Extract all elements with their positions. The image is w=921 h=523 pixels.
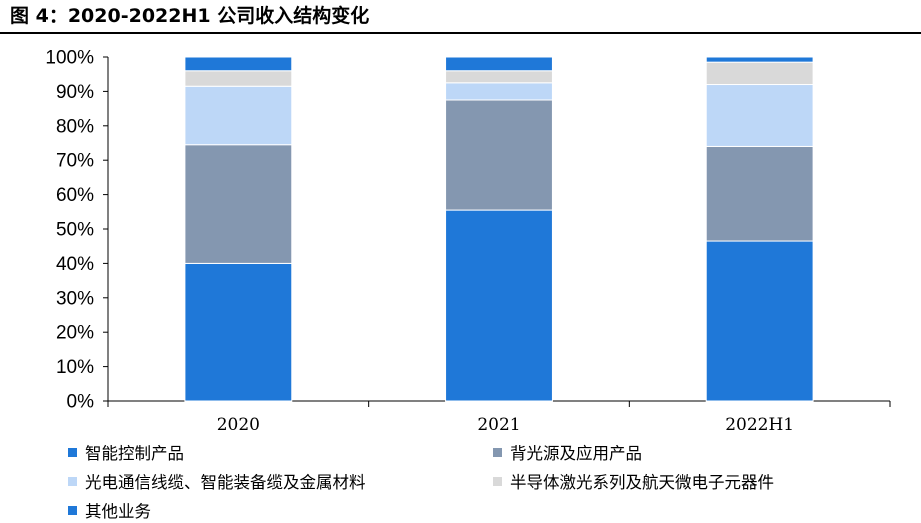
y-tick-label: 50% <box>56 220 94 241</box>
y-tick-label: 80% <box>56 116 94 137</box>
bar-segment-series-0-cat-2 <box>705 240 814 402</box>
chart-title: 图 4：2020-2022H1 公司收入结构变化 <box>10 5 370 27</box>
bar-segment-series-3-cat-0 <box>184 70 293 87</box>
y-tick-label: 0% <box>67 392 95 413</box>
legend-item-smart-control: 智能控制产品 <box>68 440 184 464</box>
y-tick-label: 70% <box>56 151 94 172</box>
bar-segment-series-1-cat-2 <box>705 145 814 242</box>
figure-header: 图 4：2020-2022H1 公司收入结构变化 <box>0 0 921 34</box>
bar-segment-series-1-cat-1 <box>445 99 553 211</box>
bar-segment-series-4-cat-1 <box>445 56 553 72</box>
bar-segment-series-2-cat-0 <box>184 85 293 146</box>
legend-item-other-business: 其他业务 <box>68 498 151 522</box>
legend-item-semiconductor-laser: 半导体激光系列及航天微电子元器件 <box>493 469 774 493</box>
bar-segment-series-3-cat-2 <box>705 61 814 86</box>
y-tick-label: 30% <box>56 288 94 309</box>
bar-segment-series-4-cat-2 <box>705 56 814 63</box>
legend-swatch-optical-cable <box>68 476 77 486</box>
legend-item-optical-cable: 光电通信线缆、智能装备缆及金属材料 <box>68 469 366 493</box>
bar-segment-series-2-cat-2 <box>705 84 814 147</box>
y-tick-label: 10% <box>56 357 94 378</box>
x-tick-label: 2022H1 <box>725 415 794 435</box>
stacked-bar-chart: 0% 10% 20% 30% 40% 50% 60% 70% 80% 90% 100% 2020 202… <box>45 48 891 435</box>
legend-item-backlight: 背光源及应用产品 <box>493 440 642 464</box>
title-underline <box>0 32 921 34</box>
legend-label-smart-control: 智能控制产品 <box>85 444 184 463</box>
legend-label-semiconductor-laser: 半导体激光系列及航天微电子元器件 <box>510 473 774 492</box>
y-tick-label: 40% <box>56 254 94 275</box>
bar-segment-series-0-cat-1 <box>445 209 553 402</box>
legend-label-other-business: 其他业务 <box>85 502 151 521</box>
y-tick-label: 90% <box>56 82 94 103</box>
y-tick-label: 20% <box>56 323 94 344</box>
legend-swatch-backlight <box>493 447 502 457</box>
y-tick-label: 60% <box>56 185 94 206</box>
legend-swatch-other-business <box>68 505 77 515</box>
bar-segment-series-0-cat-0 <box>184 262 293 402</box>
x-tick-label: 2020 <box>217 415 260 435</box>
legend-label-optical-cable: 光电通信线缆、智能装备缆及金属材料 <box>85 473 366 492</box>
legend-label-backlight: 背光源及应用产品 <box>510 444 642 463</box>
legend-swatch-smart-control <box>68 447 77 457</box>
bar-segment-series-1-cat-0 <box>184 144 293 264</box>
bar-segment-series-4-cat-0 <box>184 56 293 72</box>
bar-segment-series-3-cat-1 <box>445 70 553 84</box>
y-tick-label: 100% <box>45 48 94 69</box>
chart-legend: 智能控制产品 背光源及应用产品 光电通信线缆、智能装备缆及金属材料 半导体激光系… <box>40 440 920 523</box>
legend-swatch-semiconductor-laser <box>493 476 502 486</box>
bar-segment-series-2-cat-1 <box>445 82 553 101</box>
x-tick-label: 2021 <box>477 415 520 435</box>
